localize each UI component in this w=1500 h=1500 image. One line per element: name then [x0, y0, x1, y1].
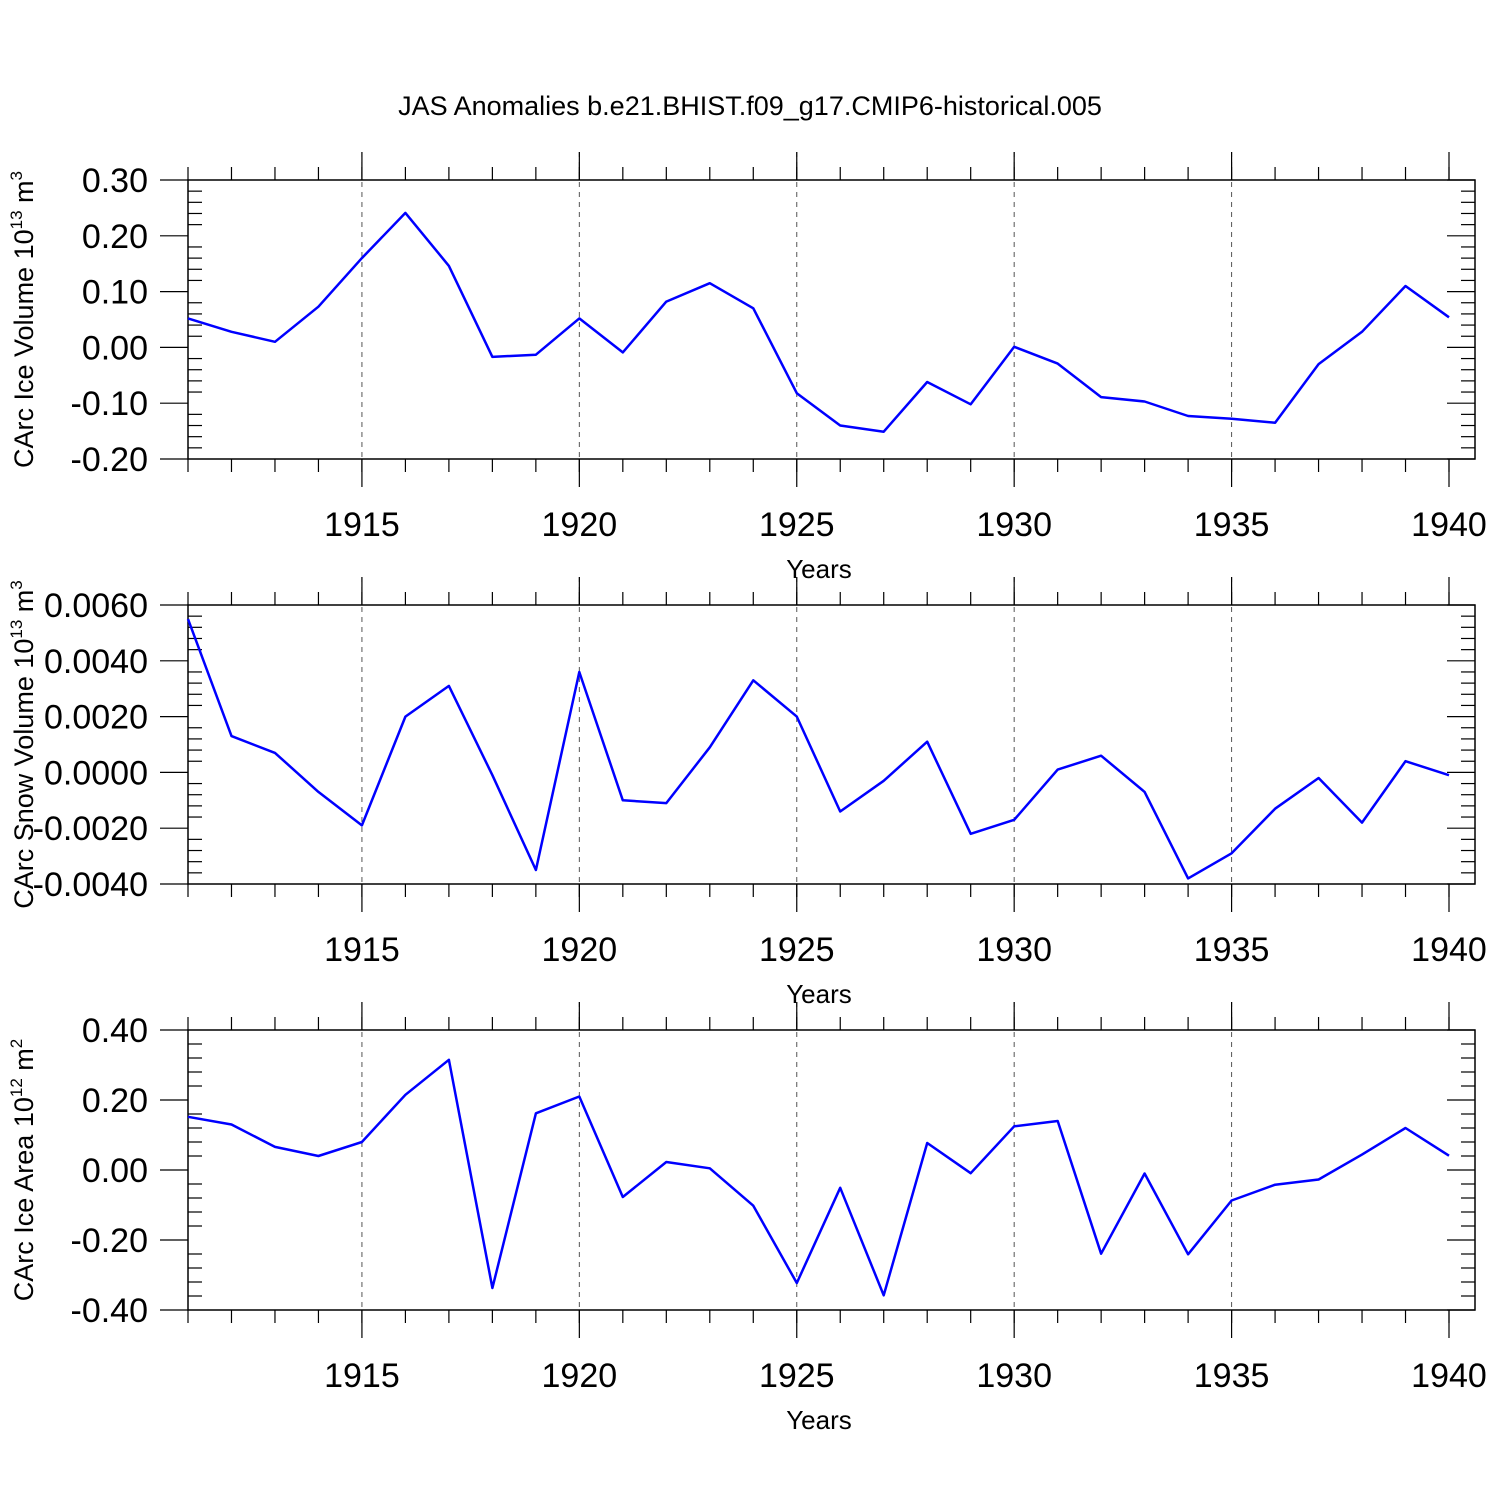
x-tick-label: 1925 — [759, 1357, 835, 1395]
plot-frame — [187, 1029, 1476, 1311]
y-axis-title: CArc Ice Volume 1013 m3 — [7, 171, 39, 468]
y-tick-label: 0.20 — [82, 218, 148, 256]
y-tick-label: 0.00 — [82, 329, 148, 367]
y-tick-label: 0.0020 — [44, 699, 148, 737]
y-tick-label: -0.0020 — [33, 810, 148, 848]
y-axis-title-unit-exponent: 3 — [7, 171, 26, 180]
y-tick-label: 0.30 — [82, 162, 148, 200]
y-axis-title: CArc Ice Area 1012 m2 — [7, 1039, 39, 1302]
y-tick-label: 0.00 — [82, 1152, 148, 1190]
y-axis-title-unit-exponent: 2 — [7, 1039, 26, 1048]
y-axis-title-unit: m — [9, 180, 39, 210]
y-tick-label: 0.20 — [82, 1082, 148, 1120]
y-tick-label: -0.20 — [71, 1222, 149, 1260]
y-tick-label: -0.20 — [71, 441, 149, 479]
panel-2: 1915 1920 1925 1930 1935 1940 0.0060 0.0040 0.00… — [7, 577, 1487, 1009]
y-axis-title-text: CArc Snow Volume 10 — [9, 639, 39, 909]
y-tick-label: -0.40 — [71, 1292, 149, 1330]
x-tick-label: 1940 — [1411, 1357, 1487, 1395]
x-axis-title: Years — [786, 1405, 852, 1435]
y-axis-title-unit: m — [9, 590, 39, 620]
plot-frame — [187, 604, 1476, 885]
y-tick-label: 0.10 — [82, 274, 148, 312]
y-tick-label: 0.0040 — [44, 643, 148, 681]
x-tick-label: 1935 — [1194, 506, 1270, 544]
series-line — [186, 618, 1450, 880]
y-axis-title: CArc Snow Volume 1013 m3 — [7, 580, 39, 909]
x-tick-label: 1925 — [759, 931, 835, 969]
y-tick-label: 0.0060 — [44, 587, 148, 625]
x-tick-label: 1930 — [976, 1357, 1052, 1395]
y-axis-title-unit-exponent: 3 — [7, 580, 26, 589]
x-tick-label: 1925 — [759, 506, 835, 544]
panel-1: 1915 1920 1925 1930 1935 1940 0.30 0.20 0.10 0.00… — [7, 152, 1487, 584]
panels-container: 1915 1920 1925 1930 1935 1940 0.30 0.20 0.10 0.00… — [7, 152, 1487, 1435]
x-tick-label: 1940 — [1411, 931, 1487, 969]
y-tick-label: 0.40 — [82, 1012, 148, 1050]
x-tick-label: 1915 — [324, 506, 400, 544]
x-tick-label: 1920 — [542, 931, 618, 969]
x-tick-label: 1920 — [542, 506, 618, 544]
y-axis-title-text: CArc Ice Volume 10 — [9, 229, 39, 468]
x-tick-label: 1930 — [976, 931, 1052, 969]
y-axis-title-exponent: 13 — [7, 210, 26, 229]
x-axis-title: Years — [786, 554, 852, 584]
panel-3: 1915 1920 1925 1930 1935 1940 0.40 0.20 0.00 -0.2… — [7, 1002, 1487, 1435]
x-tick-label: 1935 — [1194, 1357, 1270, 1395]
x-tick-label: 1915 — [324, 931, 400, 969]
x-tick-label: 1940 — [1411, 506, 1487, 544]
x-tick-label: 1930 — [976, 506, 1052, 544]
x-axis-title: Years — [786, 979, 852, 1009]
chart-title: JAS Anomalies b.e21.BHIST.f09_g17.CMIP6-… — [398, 91, 1102, 121]
series-line — [187, 1058, 1450, 1297]
y-tick-label: -0.0040 — [33, 866, 148, 904]
x-tick-label: 1920 — [542, 1357, 618, 1395]
y-tick-label: -0.10 — [71, 385, 149, 423]
y-tick-label: 0.0000 — [44, 754, 148, 792]
x-tick-label: 1935 — [1194, 931, 1270, 969]
plot-frame — [187, 179, 1476, 460]
y-axis-title-unit: m — [9, 1048, 39, 1078]
y-axis-title-exponent: 12 — [7, 1078, 26, 1097]
y-axis-title-text: CArc Ice Area 10 — [9, 1097, 39, 1301]
x-tick-label: 1915 — [324, 1357, 400, 1395]
series-line — [187, 211, 1450, 433]
y-axis-title-exponent: 13 — [7, 620, 26, 639]
